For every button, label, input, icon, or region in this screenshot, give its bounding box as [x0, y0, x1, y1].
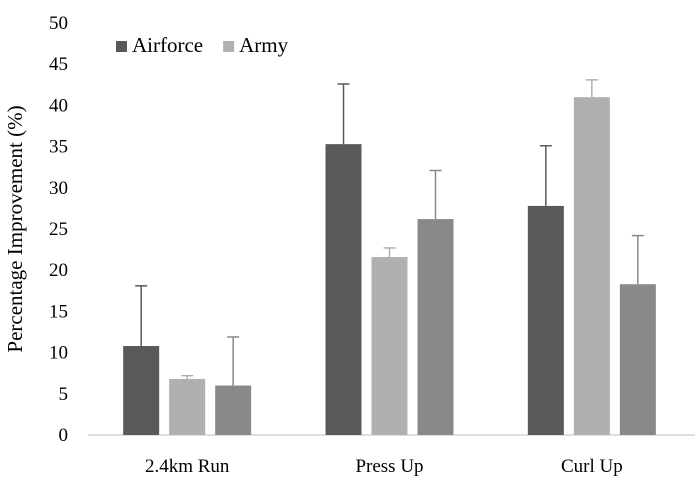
bar [215, 385, 252, 435]
y-tick-label: 30 [49, 178, 68, 199]
bar [417, 219, 454, 435]
y-tick-label: 20 [49, 260, 68, 281]
y-tick-label: 15 [49, 301, 68, 322]
y-tick-label: 0 [59, 425, 69, 446]
y-axis-label: Percentage Improvement (%) [3, 105, 27, 352]
y-tick-label: 40 [49, 95, 68, 116]
legend-swatch [223, 41, 235, 52]
bar [325, 144, 362, 436]
y-tick-label: 50 [49, 13, 68, 34]
x-tick-label: 2.4km Run [145, 456, 230, 477]
y-tick-label: 45 [49, 54, 68, 75]
bar [371, 257, 408, 435]
bar [169, 378, 206, 435]
y-tick-label: 10 [49, 343, 68, 364]
legend-label: Army [239, 33, 288, 57]
legend-swatch [116, 41, 127, 52]
y-tick-label: 25 [49, 219, 68, 240]
bar [619, 284, 656, 435]
bar [527, 205, 564, 435]
y-tick-label: 35 [49, 137, 68, 158]
bar [573, 97, 610, 435]
bar [123, 346, 160, 435]
x-tick-label: Press Up [355, 456, 423, 477]
x-tick-label: Curl Up [561, 456, 623, 477]
y-tick-label: 5 [59, 384, 69, 405]
legend-label: Airforce [132, 33, 203, 57]
